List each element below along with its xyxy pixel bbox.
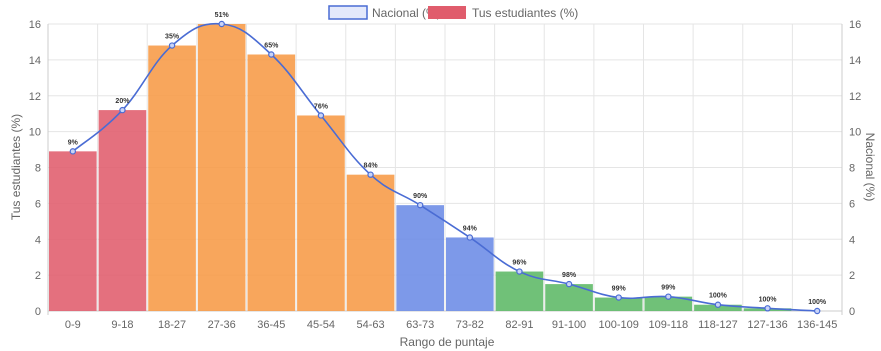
legend-swatch-nacional: [328, 5, 368, 20]
cumulative-label: 100%: [759, 296, 778, 303]
legend: Nacional (%) Tus estudiantes (%): [328, 5, 578, 20]
cumulative-labels: 9% 20% 35% 51% 65% 76% 84% 90% 94% 96% 98% 99% 99% 10…: [68, 12, 827, 306]
national-point-0-9[interactable]: [69, 148, 77, 155]
cumulative-label: 98%: [562, 272, 577, 279]
x-tick-label: 45-54: [307, 319, 335, 331]
bar-73-82[interactable]: [445, 237, 494, 311]
right-tick-label: 12: [849, 91, 861, 103]
cumulative-label: 20%: [115, 98, 130, 105]
legend-label-tus-estudiantes: Tus estudiantes (%): [472, 6, 578, 20]
legend-label-nacional: Nacional (%): [372, 6, 441, 20]
cumulative-label: 96%: [512, 260, 527, 267]
national-point-45-54[interactable]: [317, 112, 325, 119]
legend-item-tus-estudiantes[interactable]: Tus estudiantes (%): [428, 6, 578, 20]
bar-91-100[interactable]: [545, 284, 593, 311]
left-tick-label: 4: [35, 234, 41, 246]
cumulative-label: 35%: [165, 34, 180, 41]
cumulative-label: 100%: [808, 299, 827, 306]
right-tick-label: 16: [849, 19, 861, 31]
national-point-36-45[interactable]: [268, 51, 275, 58]
left-tick-label: 12: [29, 91, 41, 103]
bar-100-109[interactable]: [594, 297, 643, 311]
national-point-82-91[interactable]: [516, 268, 523, 275]
cumulative-label: 90%: [413, 193, 428, 200]
bar-9-18[interactable]: [98, 110, 147, 311]
x-tick-label: 0-9: [65, 319, 81, 331]
x-tick-label: 100-109: [599, 319, 639, 331]
right-axis-ticks: 0 2 4 6 8 10 12 14 16: [849, 19, 861, 318]
national-point-9-18[interactable]: [119, 106, 126, 114]
right-tick-label: 2: [849, 270, 855, 282]
x-tick-label: 136-145: [797, 319, 837, 331]
bar-36-45[interactable]: [247, 54, 296, 312]
national-point-54-63[interactable]: [367, 171, 374, 178]
left-tick-label: 14: [29, 55, 41, 67]
cumulative-label: 65%: [264, 42, 279, 49]
x-axis-ticks: 0-9 9-18 18-27 27-36 36-45 45-54 54-63 63-73 73-…: [65, 319, 838, 331]
x-tick-label: 73-82: [456, 319, 484, 331]
left-tick-label: 2: [35, 270, 41, 282]
cumulative-label: 51%: [215, 12, 230, 19]
bar-109-118[interactable]: [644, 296, 693, 311]
national-point-127-136[interactable]: [764, 305, 771, 312]
left-tick-label: 8: [35, 163, 41, 175]
bar-0-9[interactable]: [48, 151, 97, 311]
x-tick-label: 91-100: [552, 319, 586, 331]
x-tick-label: 18-27: [158, 319, 186, 331]
x-tick-label: 54-63: [356, 319, 384, 331]
left-tick-label: 0: [35, 306, 41, 318]
left-tick-label: 6: [35, 198, 41, 210]
bars: [48, 24, 792, 312]
right-axis-title: Nacional (%): [863, 133, 877, 202]
x-tick-label: 9-18: [111, 319, 133, 331]
bar-18-27[interactable]: [148, 45, 196, 312]
national-line: [69, 20, 821, 315]
right-tick-label: 6: [849, 198, 855, 210]
bar-54-63[interactable]: [346, 174, 395, 311]
national-point-136-145[interactable]: [813, 307, 821, 315]
right-tick-label: 14: [849, 55, 861, 67]
national-point-91-100[interactable]: [565, 280, 573, 288]
national-point-63-73[interactable]: [416, 201, 424, 209]
national-point-27-36[interactable]: [218, 20, 225, 28]
left-axis-ticks: 0 2 4 6 8 10 12 14 16: [29, 19, 41, 318]
x-tick-label: 63-73: [406, 319, 434, 331]
cumulative-label: 76%: [314, 103, 329, 110]
x-tick-label: 36-45: [257, 319, 285, 331]
national-point-118-127[interactable]: [714, 301, 722, 308]
right-tick-label: 10: [849, 127, 861, 139]
legend-swatch-tus-estudiantes: [428, 6, 466, 19]
x-tick-label: 109-118: [649, 319, 689, 331]
bar-82-91[interactable]: [495, 271, 544, 311]
right-tick-label: 8: [849, 163, 855, 175]
legend-item-nacional[interactable]: Nacional (%): [328, 5, 441, 20]
left-tick-label: 16: [29, 19, 41, 31]
national-point-18-27[interactable]: [168, 42, 176, 49]
left-axis-title: Tus estudiantes (%): [9, 114, 23, 220]
bar-45-54[interactable]: [297, 115, 345, 311]
cumulative-label: 100%: [709, 293, 728, 300]
cumulative-label: 9%: [68, 139, 79, 146]
bar-63-73[interactable]: [396, 205, 445, 311]
bar-27-36[interactable]: [197, 24, 246, 311]
national-line-path: [72, 22, 818, 312]
right-tick-label: 0: [849, 306, 855, 318]
national-point-109-118[interactable]: [665, 293, 672, 300]
cumulative-label: 94%: [463, 225, 478, 232]
x-axis-title: Rango de puntaje: [400, 335, 495, 349]
x-tick-label: 82-91: [505, 319, 533, 331]
cumulative-label: 84%: [364, 163, 379, 170]
x-tick-label: 118-127: [698, 319, 738, 331]
left-tick-label: 10: [29, 127, 41, 139]
x-tick-label: 27-36: [208, 319, 236, 331]
national-point-100-109[interactable]: [615, 294, 622, 301]
national-point-73-82[interactable]: [466, 234, 474, 241]
right-tick-label: 4: [849, 234, 855, 246]
x-tick-label: 127-136: [747, 319, 787, 331]
cumulative-label: 99%: [612, 286, 627, 293]
cumulative-label: 99%: [661, 285, 676, 292]
